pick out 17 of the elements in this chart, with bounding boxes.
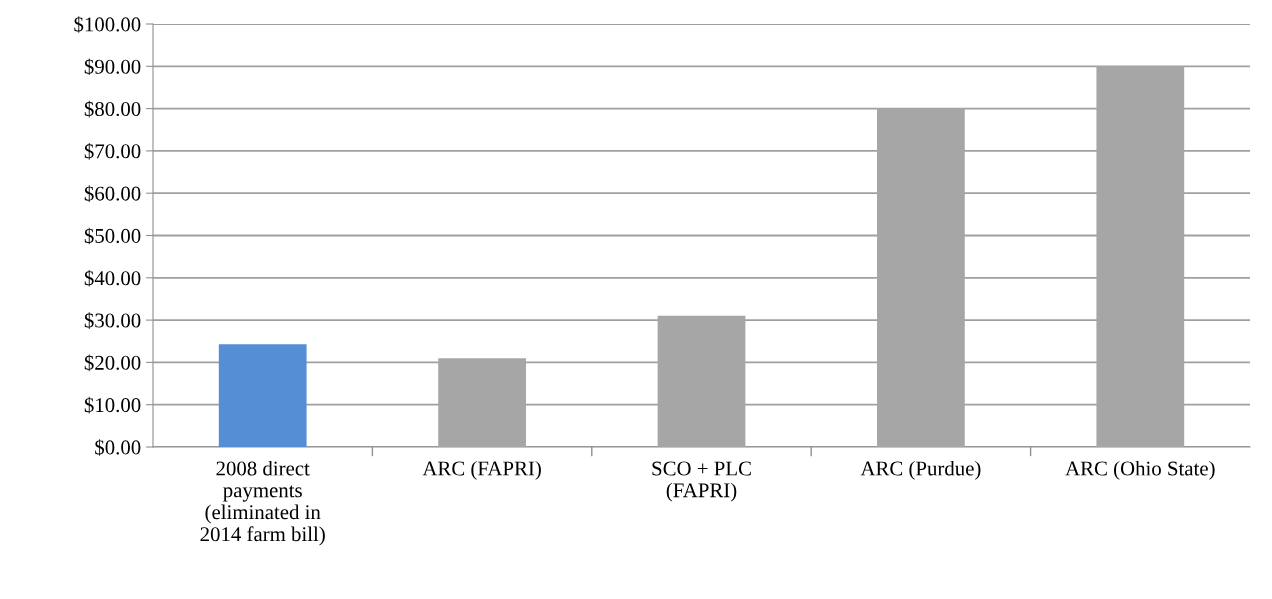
- y-tick-label: $80.00: [84, 100, 141, 118]
- y-tick-label: $50.00: [84, 227, 141, 245]
- bar: [218, 344, 307, 447]
- x-tick-label: 2008 direct payments (eliminated in 2014 farm bill): [200, 460, 325, 546]
- y-tick-label: $0.00: [95, 439, 141, 456]
- y-tick-label: $10.00: [84, 396, 141, 414]
- y-tick-label: $70.00: [84, 143, 141, 160]
- y-tick-label: $90.00: [84, 58, 141, 76]
- y-tick-label: $30.00: [84, 312, 141, 329]
- y-tick-label: $60.00: [84, 185, 141, 203]
- x-tick-label: SCO + PLC (FAPRI): [652, 461, 751, 502]
- y-tick-label: $100.00: [74, 16, 141, 33]
- x-tick-label: ARC (Ohio State): [1065, 460, 1215, 480]
- y-tick-label: $20.00: [84, 354, 141, 372]
- x-tick-label: ARC (Purdue): [860, 460, 981, 480]
- x-tick-label: ARC (FAPRI): [422, 460, 541, 480]
- y-tick-label: $40.00: [84, 269, 141, 287]
